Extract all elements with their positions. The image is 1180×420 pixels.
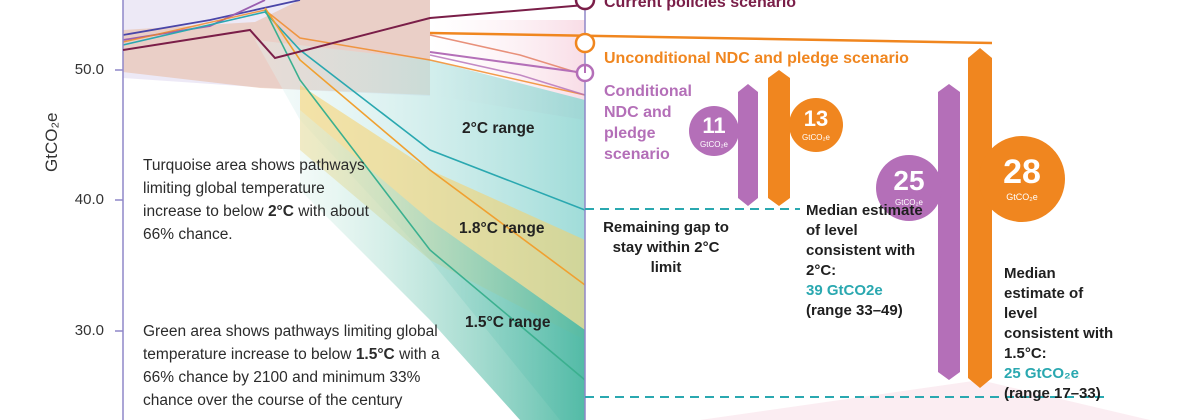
range-15c-area <box>300 110 585 420</box>
median-2c-value: 39 GtCO2e <box>806 282 883 299</box>
gap-bubble-11-value: 11 <box>702 113 726 138</box>
range-label-2c: 2°C range <box>462 120 535 137</box>
conditional-label: Conditional NDC and pledge scenario <box>604 83 692 163</box>
unconditional-line <box>429 31 993 45</box>
gap-bar-11 <box>738 84 758 206</box>
line-green-path <box>264 9 586 381</box>
y-tick-label-50: 50.0 <box>74 61 104 78</box>
line-salmon-path <box>429 34 586 76</box>
y-tick-label-30: 30.0 <box>74 322 104 339</box>
line-violet-path <box>429 54 586 96</box>
turquoise-note: Turquoise area shows pathways limiting g… <box>143 157 369 243</box>
gap-bubble-13-unit: GtCO₂e <box>802 133 830 142</box>
median-15c-value: 25 GtCO₂e <box>1004 365 1080 382</box>
range-label-18c: 1.8°C range <box>459 220 545 237</box>
remaining-gap-label: Remaining gap to stay within 2°C limit <box>603 219 729 276</box>
gap-bubble-25-unit: GtCO₂e <box>895 198 923 207</box>
y-axis-label: GtCO₂e <box>42 112 61 173</box>
gap-bubble-28-unit: GtCO₂e <box>1006 192 1038 202</box>
background-haze <box>700 380 1150 420</box>
conditional-line <box>429 51 586 74</box>
gap-bubble-25-value: 25 <box>893 165 925 196</box>
gap-bubble-28-value: 28 <box>1003 153 1041 191</box>
gap-bar-13 <box>768 70 790 206</box>
median-15c-range: (range 17–33) <box>1004 385 1101 402</box>
line-teal-path <box>122 11 586 211</box>
gap-bubble-13-value: 13 <box>803 106 829 131</box>
median-15c-text: Median estimate of level consistent with… <box>1004 265 1114 362</box>
unconditional-label: Unconditional NDC and pledge scenario <box>604 50 909 67</box>
median-15c-block: Median estimate of level consistent with… <box>1004 264 1114 404</box>
gap-bar-25 <box>938 84 960 380</box>
line-orange-path <box>264 7 586 286</box>
line-model-1 <box>122 0 301 36</box>
gap-bar-28 <box>968 48 992 388</box>
unconditional-marker <box>574 32 596 54</box>
current-policies-line <box>122 4 586 60</box>
median-2c-block: Median estimate of level consistent with… <box>806 201 926 321</box>
y-tick-label-40: 40.0 <box>74 191 104 208</box>
range-label-15c: 1.5°C range <box>465 314 551 331</box>
median-2c-range: (range 33–49) <box>806 302 903 319</box>
median-2c-text: Median estimate of level consistent with… <box>806 202 923 279</box>
current-policies-marker <box>574 0 596 11</box>
gap-bubble-11: 11 GtCO₂e <box>689 106 739 156</box>
gap-bubble-28: 28 GtCO₂e <box>979 136 1065 222</box>
gap-bubble-13: 13 GtCO₂e <box>789 98 843 152</box>
current-policies-label: Current policies scenario <box>604 0 797 11</box>
range-18c-area <box>300 85 585 340</box>
gap-bubble-25: 25 GtCO₂e <box>876 155 942 221</box>
gap-bubble-11-unit: GtCO₂e <box>700 140 728 149</box>
line-model-3 <box>122 9 586 96</box>
green-note: Green area shows pathways limiting globa… <box>143 323 440 409</box>
